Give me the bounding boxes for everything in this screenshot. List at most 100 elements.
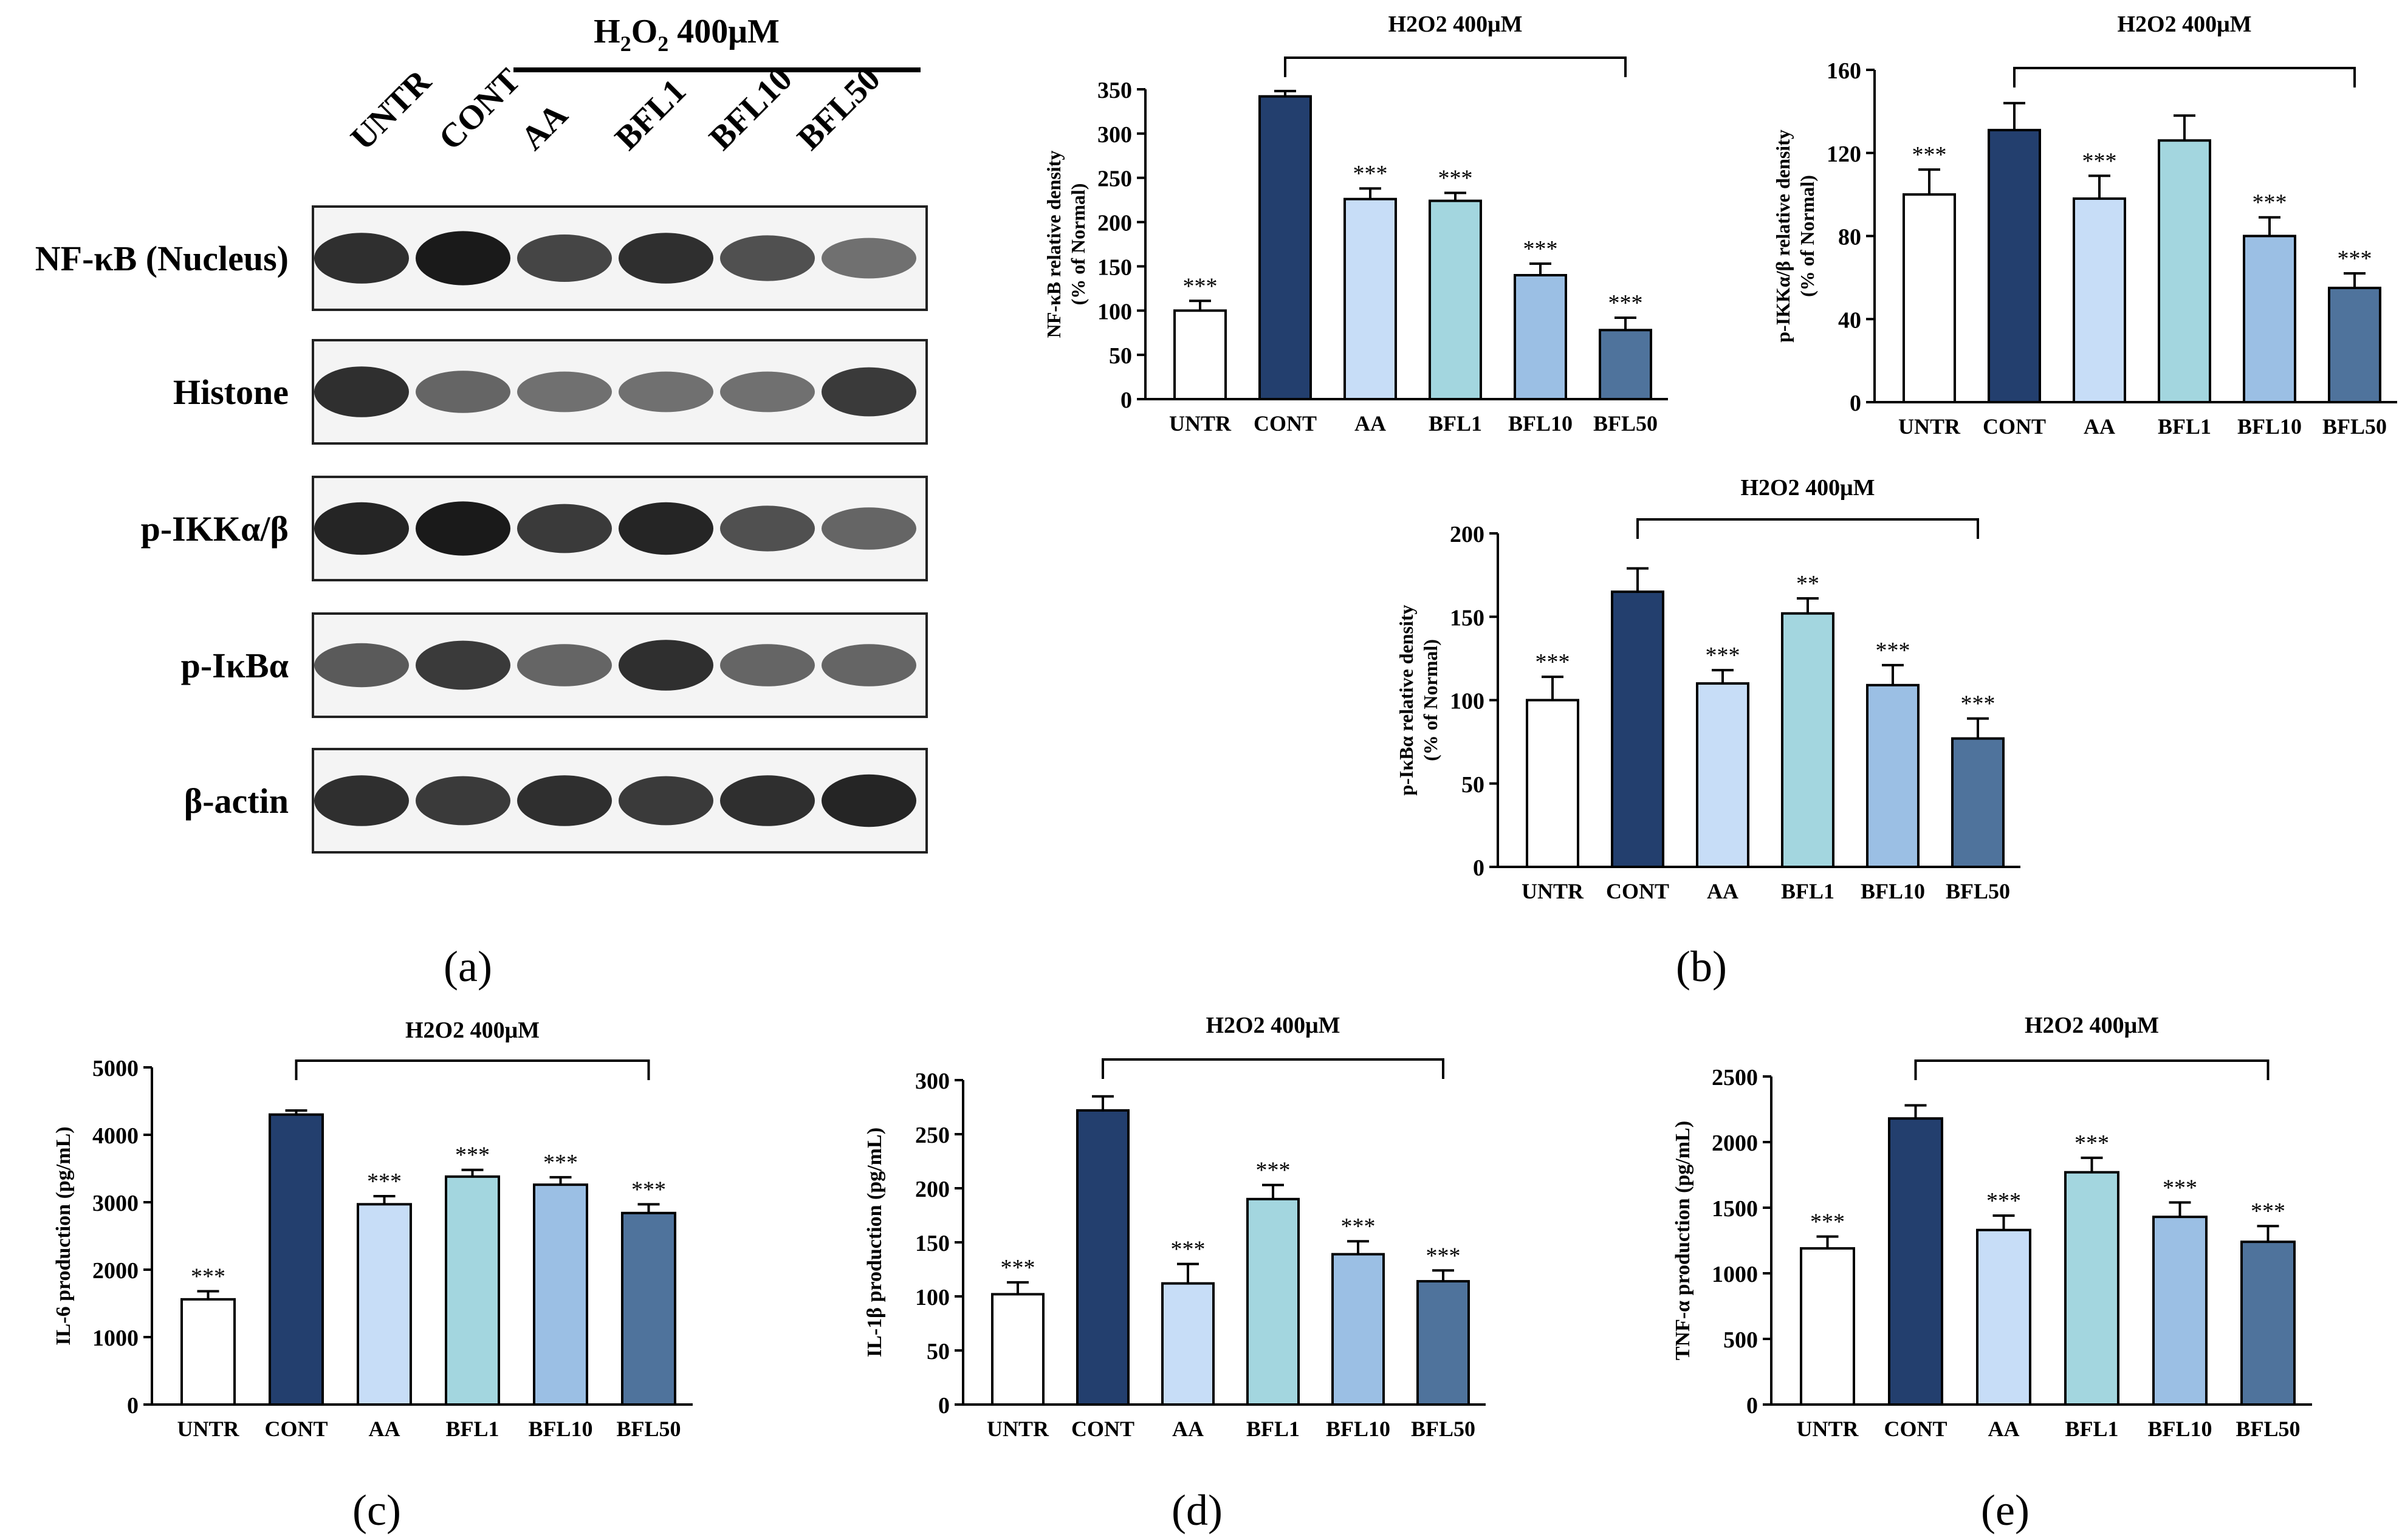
x-tick-label: CONT	[1884, 1417, 1947, 1441]
y-tick-label: 50	[1109, 343, 1132, 369]
wb-band	[619, 233, 713, 284]
x-tick-label: UNTR	[177, 1417, 239, 1441]
bar	[1258, 95, 1312, 401]
y-tick-label: 200	[1097, 211, 1132, 236]
significance-label: ***	[2082, 148, 2117, 174]
wb-band	[416, 371, 510, 413]
bar	[2328, 286, 2381, 403]
treatment-bracket	[1102, 1058, 1444, 1079]
x-tick-label: BFL1	[445, 1417, 499, 1441]
wb-band	[619, 371, 713, 412]
significance-label: ***	[631, 1177, 666, 1202]
x-tick-label: AA	[1988, 1417, 2020, 1441]
x-tick-label: AA	[2084, 414, 2115, 439]
chart-title: H2O2 400μM	[1388, 12, 1522, 37]
bar	[1343, 197, 1397, 400]
wb-band	[720, 644, 815, 686]
significance-label: ***	[1183, 273, 1218, 299]
y-tick-label: 3000	[92, 1191, 139, 1216]
wb-band	[517, 234, 612, 282]
y-tick-label: 0	[938, 1393, 950, 1419]
wb-band	[720, 775, 815, 826]
y-tick-label: 300	[915, 1069, 950, 1094]
significance-label: ***	[367, 1169, 402, 1194]
significance-label: ***	[1608, 290, 1643, 316]
significance-label: ***	[543, 1150, 578, 1176]
y-axis-title: TNF-α production (pg/mL)	[1672, 1121, 1694, 1360]
bar	[2152, 1216, 2208, 1406]
wb-band	[822, 238, 916, 279]
wb-band	[619, 502, 713, 555]
y-axis-subtitle: (% of Normal)	[1796, 175, 1818, 297]
y-tick-label: 50	[927, 1339, 950, 1364]
panel-label-e: (e)	[1981, 1486, 2030, 1535]
wb-band	[822, 367, 916, 417]
chart-title: H2O2 400μM	[1740, 475, 1875, 501]
x-tick-label: BFL10	[1508, 411, 1573, 436]
y-axis-subtitle: (% of Normal)	[1067, 183, 1089, 306]
wb-band	[619, 776, 713, 826]
wb-band	[720, 235, 815, 281]
bar	[1800, 1247, 1855, 1406]
wb-band	[619, 640, 713, 691]
wb-band	[314, 502, 409, 555]
bar	[2158, 139, 2211, 404]
x-tick-label: BFL1	[2065, 1417, 2118, 1441]
y-tick-label: 1000	[92, 1326, 139, 1351]
y-axis-title: IL-1β production (pg/mL)	[863, 1128, 886, 1357]
significance-label: ***	[1810, 1210, 1845, 1235]
treatment-bracket	[2013, 67, 2356, 87]
wb-row-label: p-IKKα/β	[141, 509, 289, 549]
bar	[1888, 1117, 1943, 1406]
x-tick-label: BFL10	[2237, 414, 2302, 439]
y-tick-label: 500	[1723, 1327, 1758, 1353]
y-tick-label: 120	[1827, 142, 1861, 167]
y-tick-label: 80	[1838, 225, 1861, 250]
x-tick-label: BFL50	[1946, 879, 2010, 903]
treatment-bracket	[295, 1059, 650, 1080]
x-tick-label: UNTR	[1522, 879, 1584, 903]
significance-label: ***	[1171, 1237, 1206, 1262]
bar	[2073, 197, 2126, 403]
wb-band	[416, 231, 510, 286]
bar	[1951, 737, 2005, 869]
y-tick-label: 100	[915, 1285, 950, 1310]
wb-band	[720, 505, 815, 552]
panel-label-c: (c)	[352, 1486, 401, 1535]
significance-label: ***	[2163, 1175, 2197, 1200]
bar	[1526, 699, 1579, 868]
wb-band	[517, 504, 612, 553]
chart-pikk-density: 0 40 80 120 160 p-IKKα/β relative density (% o…	[1772, 12, 2397, 439]
y-axis-title: IL-6 production (pg/mL)	[52, 1126, 75, 1345]
significance-label: ***	[1001, 1255, 1035, 1281]
y-tick-label: 0	[1473, 855, 1484, 881]
wb-band	[822, 774, 916, 827]
bar	[1076, 1109, 1130, 1406]
wb-band	[416, 640, 510, 690]
bar	[1514, 274, 1567, 400]
x-tick-label: CONT	[1606, 879, 1669, 903]
treatment-bracket	[1914, 1059, 2270, 1080]
significance-label: ***	[1341, 1214, 1376, 1239]
wb-row-label: β-actin	[184, 781, 289, 821]
chart-pikba-density: 0 50 100 150 200 p-IκBα relative density (% of…	[1395, 475, 2020, 903]
bar	[2243, 234, 2296, 403]
x-tick-label: BFL10	[1861, 879, 1925, 903]
x-tick-label: UNTR	[1169, 411, 1232, 436]
significance-label: ***	[1912, 142, 1947, 168]
chart-title: H2O2 400μM	[2025, 1013, 2159, 1038]
wb-band	[517, 644, 612, 686]
wb-band	[822, 644, 916, 686]
chart-title: H2O2 400μM	[2117, 12, 2251, 37]
chart-title: H2O2 400μM	[405, 1018, 540, 1043]
x-tick-label: BFL1	[1246, 1417, 1300, 1441]
y-tick-label: 150	[915, 1231, 950, 1256]
x-tick-label: CONT	[264, 1417, 328, 1441]
bar	[1781, 612, 1834, 868]
x-tick-label: UNTR	[1898, 414, 1961, 439]
wb-band	[517, 775, 612, 826]
significance-label: ***	[1876, 638, 1910, 663]
significance-label: ***	[2251, 1199, 2285, 1224]
y-tick-label: 0	[1850, 391, 1861, 416]
